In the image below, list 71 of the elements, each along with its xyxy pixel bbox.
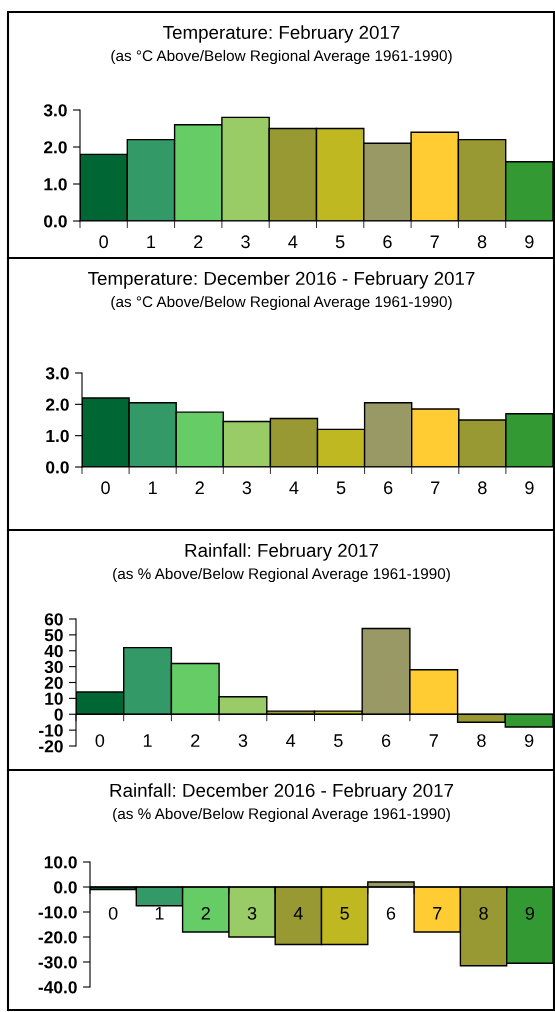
x-tick-label: 5 <box>335 235 345 249</box>
x-tick-label: 0 <box>101 481 110 495</box>
x-tick-label: 9 <box>525 481 534 495</box>
y-tick-label: 10 <box>45 692 63 705</box>
x-tick-label: 5 <box>340 907 349 920</box>
chart-title: Temperature: December 2016 - February 2017 <box>88 271 475 289</box>
x-tick-label: 5 <box>336 481 346 495</box>
y-tick-label: 3.0 <box>45 367 69 380</box>
x-tick-label: 1 <box>147 235 156 248</box>
x-tick-label: 0 <box>99 235 108 249</box>
y-tick-label: 1.0 <box>44 178 67 191</box>
x-tick-label: 6 <box>386 906 396 920</box>
x-tick-label: 8 <box>479 906 488 920</box>
x-tick-label: 4 <box>289 481 299 494</box>
x-tick-label: 7 <box>429 734 438 747</box>
x-tick-label: 7 <box>433 907 442 920</box>
y-tick-label: 60 <box>44 613 63 626</box>
y-tick-label: 0 <box>54 708 63 721</box>
x-tick-label: 3 <box>242 481 252 495</box>
x-tick-label: 3 <box>238 734 248 747</box>
chart-subtitle: (as °C Above/Below Regional Average 1961-1990) <box>111 295 452 311</box>
y-tick-label: 2.0 <box>43 141 67 154</box>
x-tick-label: 9 <box>525 235 534 249</box>
y-tick-label: -20 <box>39 740 63 753</box>
x-tick-label: 9 <box>525 906 535 920</box>
chart-subtitle: (as % Above/Below Regional Average 1961-1990) <box>113 807 450 823</box>
y-tick-label: 50 <box>44 629 63 642</box>
y-tick-label: -30.0 <box>38 956 77 969</box>
x-tick-label: 4 <box>293 907 303 920</box>
x-tick-label: 1 <box>149 481 157 494</box>
x-tick-label: 8 <box>477 734 486 747</box>
y-tick-label: 10.0 <box>44 856 77 869</box>
y-tick-label: 1.0 <box>46 429 69 443</box>
chart-title: Temperature: February 2017 <box>163 25 400 43</box>
y-tick-label: -10 <box>39 724 63 737</box>
x-tick-label: 2 <box>201 906 210 920</box>
y-tick-label: 3.0 <box>43 104 67 117</box>
y-tick-label: -40.0 <box>38 981 77 994</box>
x-tick-label: 1 <box>155 907 164 920</box>
y-tick-label: 0.0 <box>54 881 77 894</box>
x-tick-label: 2 <box>191 734 200 747</box>
x-tick-label: 6 <box>383 235 392 249</box>
x-tick-label: 5 <box>334 734 343 747</box>
x-tick-label: 6 <box>384 481 393 495</box>
x-tick-label: 0 <box>108 906 118 920</box>
y-tick-label: 20 <box>44 676 63 689</box>
chart-title: Rainfall: December 2016 - February 2017 <box>110 783 454 801</box>
x-tick-label: 3 <box>241 235 250 249</box>
x-tick-label: 2 <box>194 235 203 248</box>
y-tick-label: 30 <box>44 660 63 674</box>
y-tick-label: 2.0 <box>45 398 69 411</box>
x-tick-label: 2 <box>195 481 204 494</box>
x-tick-label: 8 <box>478 481 487 495</box>
chart-subtitle: (as °C Above/Below Regional Average 1961-1990) <box>111 49 452 65</box>
y-tick-label: -20.0 <box>38 931 77 944</box>
x-tick-label: 1 <box>143 734 152 747</box>
x-tick-label: 4 <box>288 235 298 248</box>
y-tick-label: 0.0 <box>46 461 69 474</box>
x-tick-label: 7 <box>431 481 440 494</box>
x-tick-label: 6 <box>381 734 391 747</box>
x-tick-label: 0 <box>95 734 105 747</box>
x-tick-label: 8 <box>477 235 487 249</box>
x-tick-label: 4 <box>286 734 296 747</box>
x-tick-label: 7 <box>430 235 439 248</box>
y-tick-label: 40 <box>44 644 63 658</box>
y-tick-label: -10.0 <box>38 906 77 919</box>
chart-subtitle: (as % Above/Below Regional Average 1961-1990) <box>113 567 450 583</box>
x-tick-label: 9 <box>524 734 534 747</box>
y-tick-label: 0.0 <box>44 215 67 228</box>
x-tick-label: 3 <box>247 906 257 920</box>
chart-title: Rainfall: February 2017 <box>185 543 379 561</box>
